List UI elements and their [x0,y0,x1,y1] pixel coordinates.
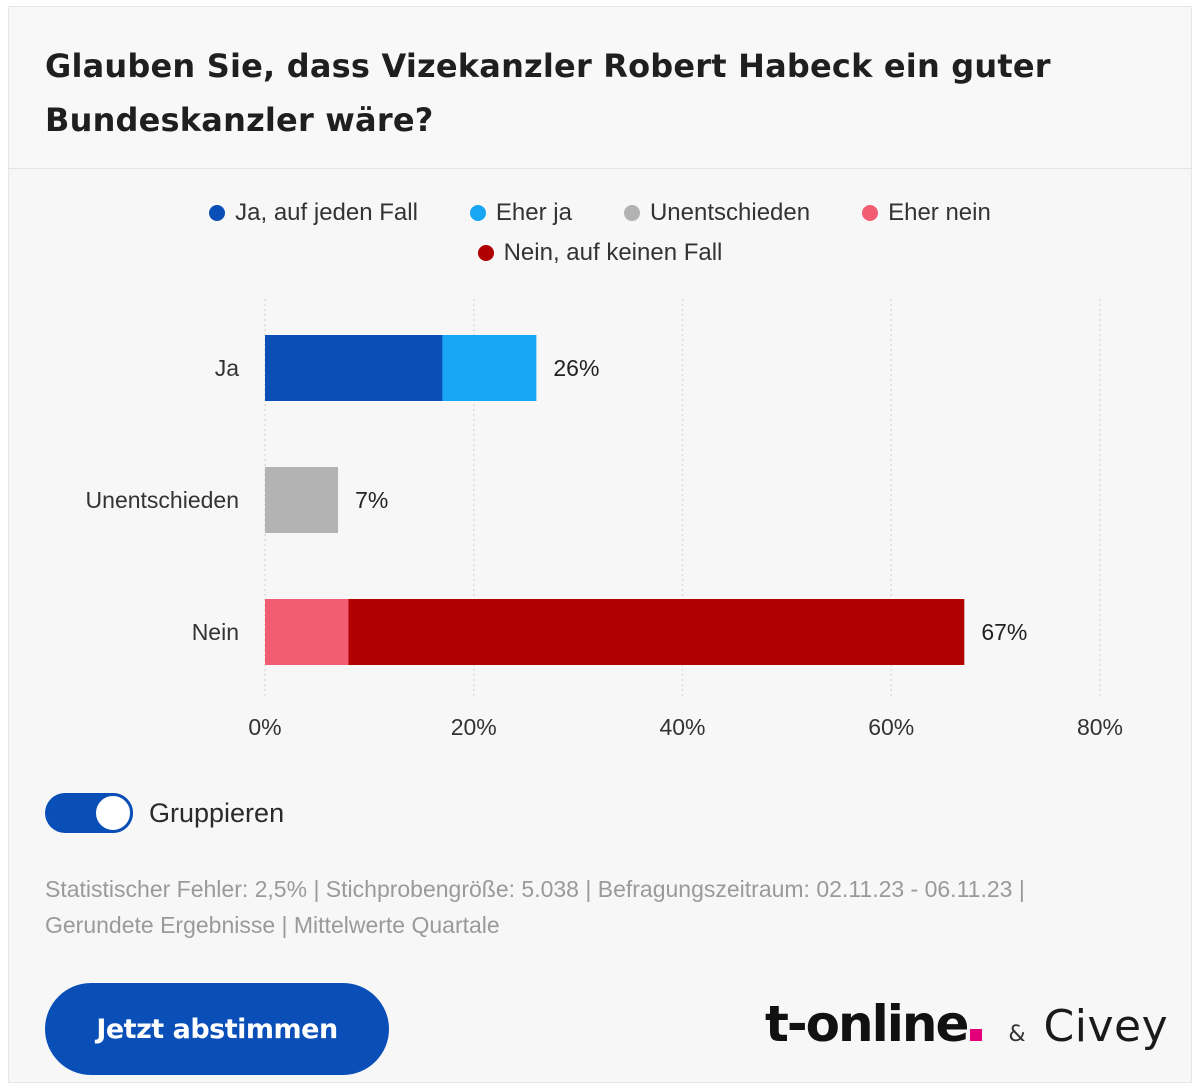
toggle-knob[interactable] [93,793,133,833]
poll-card: Glauben Sie, dass Vizekanzler Robert Hab… [8,6,1192,1083]
bar-segment [442,335,537,401]
legend-dot [477,245,494,261]
civey-logo: Civey [1043,1001,1169,1052]
legend-dot [862,205,879,221]
brand-logos: t-online & Civey [765,995,1168,1065]
x-tick-label: 0% [248,714,281,740]
brand-ampersand: & [1008,1022,1026,1047]
x-tick-label: 40% [659,714,705,740]
legend-item: Ja, auf jeden Fall [209,199,418,227]
x-tick-label: 80% [1077,714,1123,740]
category-label: Nein [192,619,239,645]
bar-segment [265,335,443,401]
vote-button[interactable]: Jetzt abstimmen [45,983,389,1075]
bar-total-label: 7% [355,487,388,513]
category-label: Ja [215,355,240,381]
tonline-logo-text: t-online [765,995,969,1053]
legend-label: Eher nein [888,199,991,226]
bar-segment [265,467,339,533]
legend-item: Nein, auf keinen Fall [477,239,723,267]
poll-question: Glauben Sie, dass Vizekanzler Robert Hab… [45,47,1051,139]
legend-item: Unentschieden [623,199,811,227]
legend-item: Eher ja [469,199,572,227]
chart-legend: Ja, auf jeden Fall Eher ja Unentschieden Eh… [9,199,1191,267]
legend-label: Ja, auf jeden Fall [235,199,418,226]
legend-label: Eher ja [495,199,572,226]
group-toggle-label: Gruppieren [149,798,285,828]
footnote-line-1: Statistischer Fehler: 2,5% | Stichproben… [45,876,1025,902]
category-label: Unentschieden [86,487,239,513]
legend-dot [623,205,640,221]
poll-footnote: Statistischer Fehler: 2,5% | Stichproben… [45,871,1165,943]
legend-label: Unentschieden [649,199,811,226]
bar-segment [265,599,349,665]
poll-header: Glauben Sie, dass Vizekanzler Robert Hab… [9,7,1191,169]
legend-item: Eher nein [862,199,991,227]
bar-total-label: 67% [981,619,1027,645]
group-toggle[interactable] [45,793,133,833]
x-tick-label: 60% [868,714,914,740]
tonline-logo-dot [970,1029,983,1041]
tonline-logo: t-online [765,995,983,1053]
legend-dot [209,205,226,221]
bar-total-label: 26% [553,355,599,381]
legend-label: Nein, auf keinen Fall [503,239,723,266]
bar-segment [348,599,965,665]
x-tick-label: 20% [451,714,497,740]
legend-dot [469,205,486,221]
footnote-line-2: Gerundete Ergebnisse | Mittelwerte Quart… [45,912,500,938]
bar-chart: 0% 20% 40% 60% 80% Ja 26% Unentschieden 7% Nein 67… [86,299,1123,740]
